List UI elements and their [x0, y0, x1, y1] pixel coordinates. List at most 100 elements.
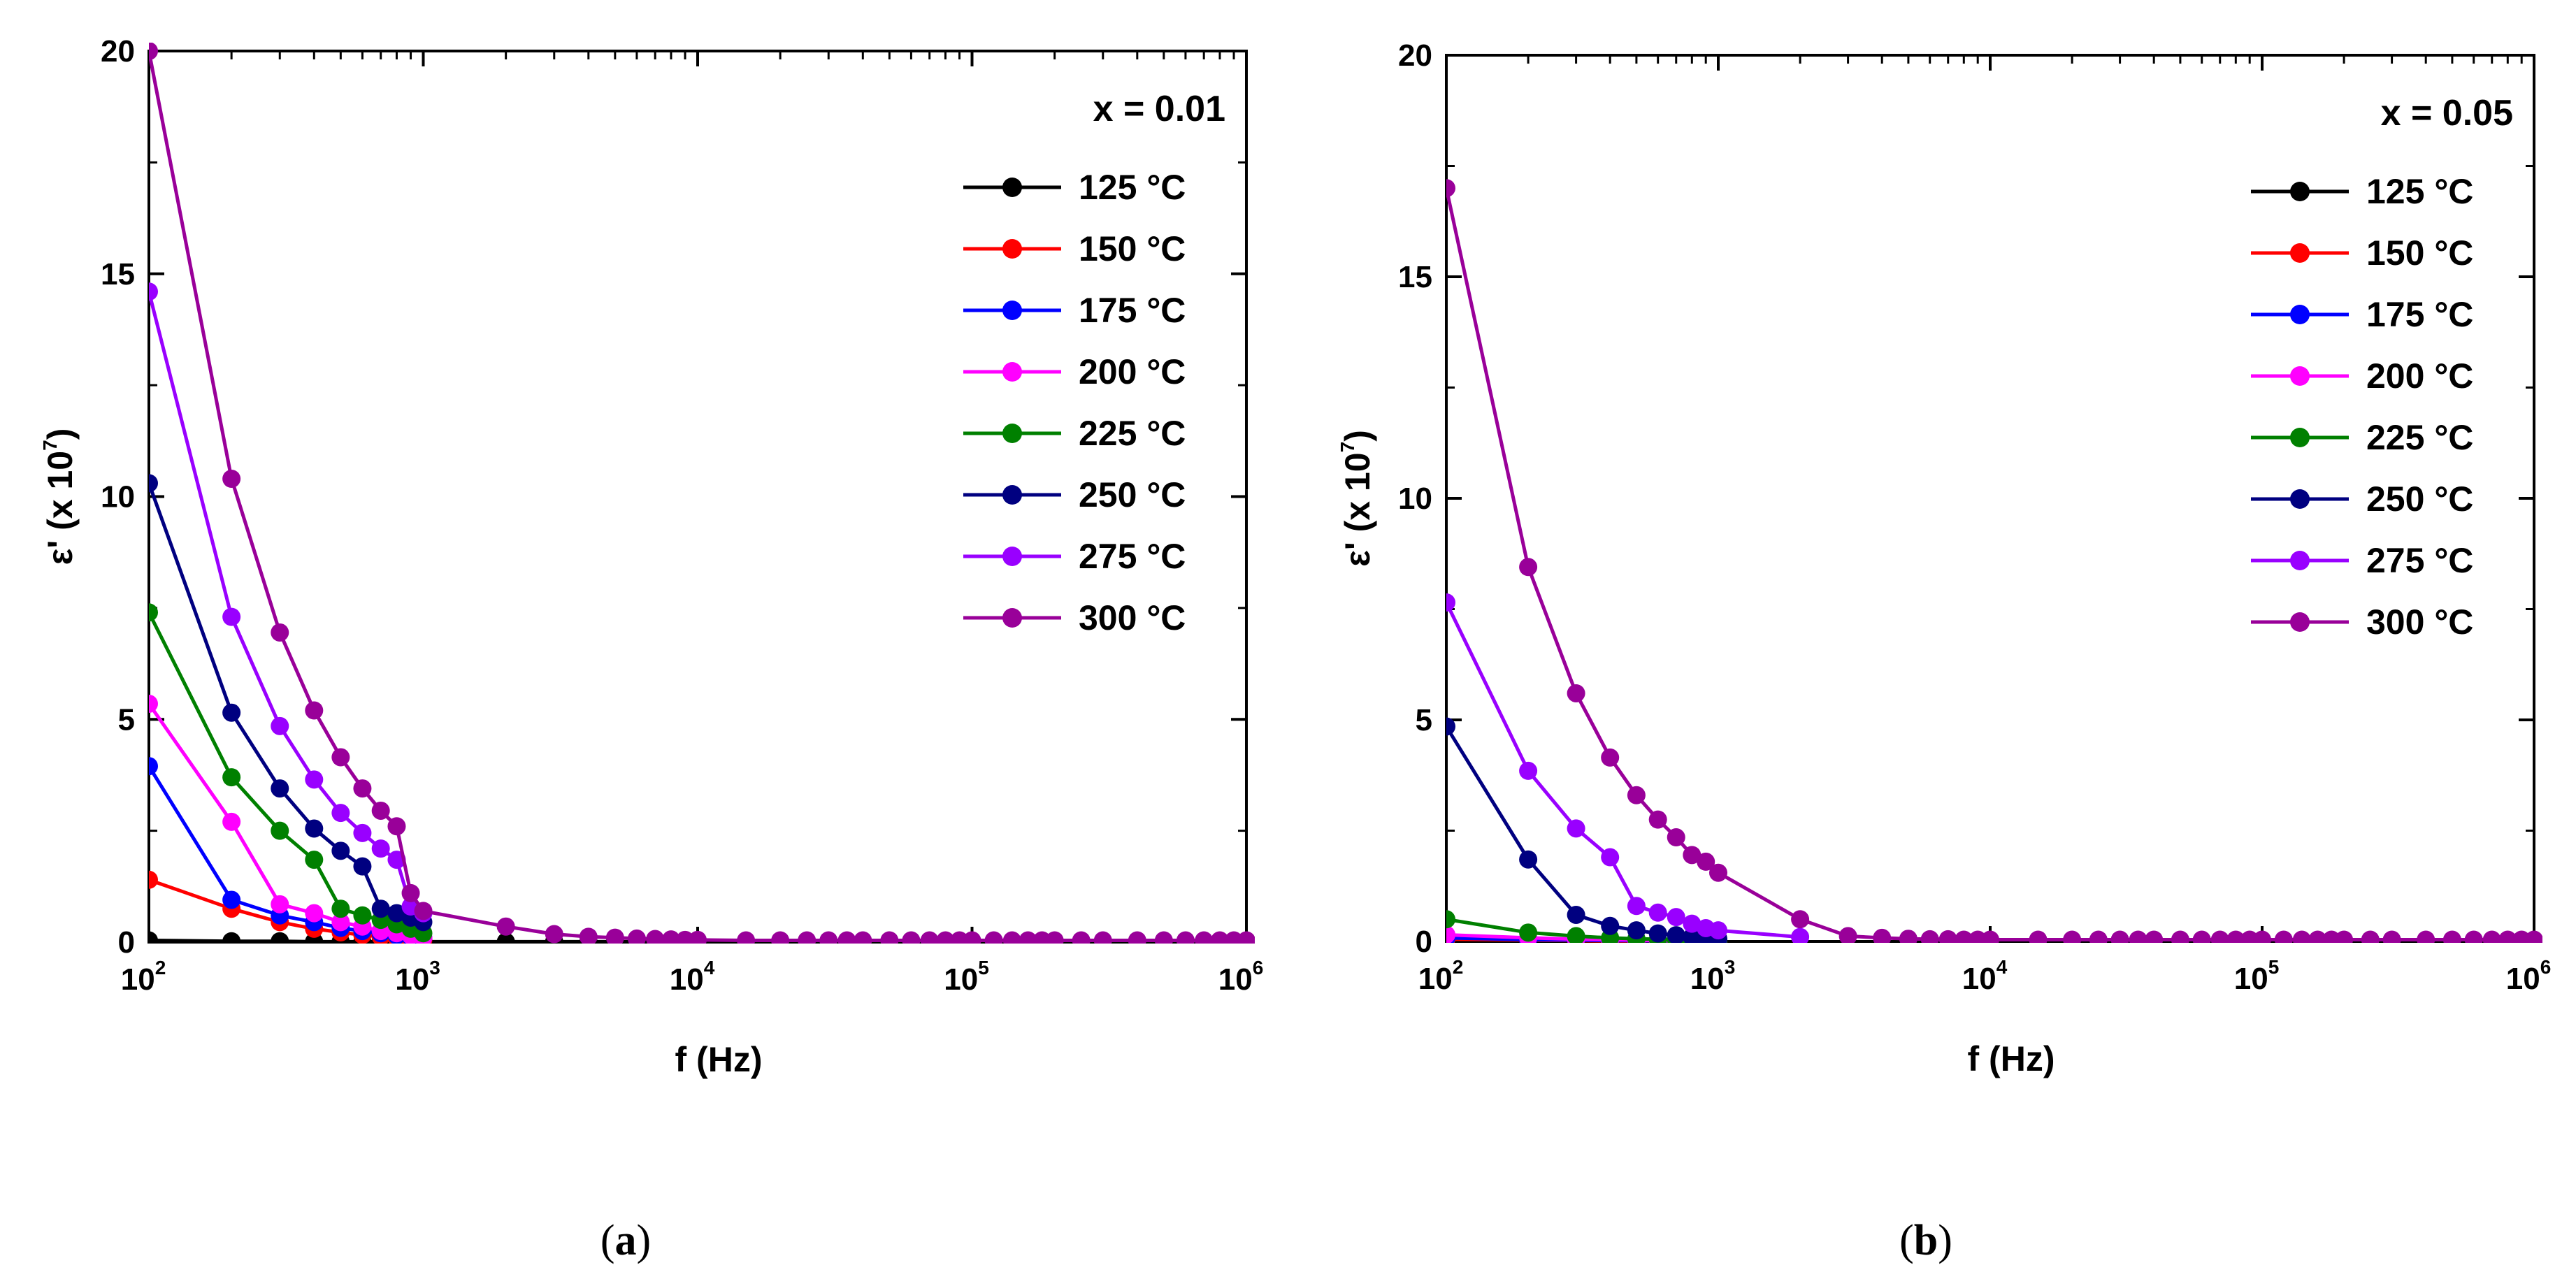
data-point	[414, 902, 433, 920]
data-point	[1839, 927, 1857, 943]
legend-swatch-marker	[2290, 489, 2310, 509]
x-tick-exponent: 4	[704, 957, 715, 978]
legend-label: 125 °C	[1079, 168, 1186, 207]
data-point	[1601, 748, 1620, 767]
data-point	[2226, 930, 2245, 943]
data-point	[1709, 921, 1727, 940]
legend-item: 175 °C	[963, 291, 1186, 330]
data-point	[1667, 926, 1685, 943]
series-line	[1446, 601, 1801, 939]
data-point	[2129, 930, 2147, 943]
x-tick-label: 104	[670, 957, 715, 997]
legend-swatch-marker	[2290, 551, 2310, 570]
x-tick-exponent: 3	[429, 957, 440, 978]
y-tick-label: 15	[101, 257, 135, 291]
data-point	[149, 282, 158, 301]
data-point	[222, 768, 241, 787]
legend-label: 225 °C	[2366, 418, 2473, 457]
x-tick-base: 10	[1418, 962, 1453, 996]
data-point	[2442, 930, 2461, 943]
y-tick-label: 10	[101, 480, 135, 514]
data-point	[1567, 927, 1585, 943]
data-point	[1446, 910, 1455, 929]
legend-item: 200 °C	[963, 352, 1186, 391]
y-tick-label: 10	[1398, 482, 1432, 516]
data-point	[1072, 931, 1091, 944]
y-tick-label: 15	[1398, 260, 1432, 294]
data-point	[222, 890, 241, 909]
data-point	[1237, 931, 1255, 944]
legend-label: 275 °C	[2366, 541, 2473, 580]
legend-label: 200 °C	[2366, 356, 2473, 396]
x-tick-label: 103	[1690, 956, 1736, 996]
legend-item: 150 °C	[2251, 233, 2473, 273]
y-tick-label: 20	[1398, 38, 1432, 73]
data-point	[149, 694, 158, 713]
legend-swatch-marker	[1002, 547, 1022, 566]
data-point	[837, 931, 856, 944]
data-point	[1648, 810, 1667, 829]
x-tick-exponent: 4	[1996, 956, 2008, 978]
data-point	[1045, 931, 1064, 944]
data-point	[1519, 923, 1538, 942]
legend-item: 125 °C	[963, 168, 1186, 207]
data-point	[1446, 717, 1455, 736]
legend-swatch-marker	[1002, 362, 1022, 382]
data-point	[2145, 930, 2164, 943]
x-tick-exponent: 2	[155, 957, 166, 978]
data-point	[149, 757, 158, 776]
data-point	[661, 930, 680, 944]
data-point	[1176, 931, 1195, 944]
y-axis-title: ε' (x 107)	[1337, 430, 1377, 567]
y-axis-title-text: ε' (x 10	[41, 451, 80, 565]
x-tick-base: 10	[395, 962, 429, 997]
data-point	[353, 823, 372, 842]
legend-swatch-marker	[1002, 239, 1022, 259]
data-point	[371, 900, 390, 918]
caption-open: (	[600, 1217, 615, 1264]
data-point	[271, 779, 289, 798]
legend-item: 275 °C	[2251, 541, 2473, 580]
data-point	[149, 603, 158, 622]
caption-close: )	[1938, 1217, 1952, 1264]
data-point	[1648, 924, 1667, 943]
data-point	[2382, 930, 2401, 943]
data-point	[936, 931, 955, 944]
data-point	[331, 900, 350, 918]
data-point	[1791, 910, 1810, 929]
legend-label: 125 °C	[2366, 172, 2473, 211]
data-point	[1567, 684, 1585, 702]
x-tick-label: 106	[2506, 956, 2552, 996]
legend-item: 175 °C	[2251, 295, 2473, 334]
data-point	[1154, 931, 1173, 944]
data-point	[1519, 850, 1538, 869]
x-tick-base: 10	[121, 962, 155, 997]
data-point	[305, 851, 324, 869]
x-tick-base: 10	[944, 962, 978, 997]
legend-label: 300 °C	[1079, 598, 1186, 637]
x-tick-base: 10	[1962, 962, 1996, 996]
data-point	[963, 931, 981, 944]
data-point	[371, 839, 390, 858]
y-tick-label: 5	[1416, 703, 1432, 737]
data-point	[1601, 916, 1620, 935]
data-point	[2089, 930, 2108, 943]
x-tick-base: 10	[2506, 962, 2540, 996]
legend-item: 225 °C	[963, 414, 1186, 453]
data-point	[2292, 930, 2311, 943]
legend: 125 °C 150 °C 175 °C 200 °C 225 °C 250 °C 275 …	[2251, 172, 2473, 642]
legend-swatch-marker	[2290, 305, 2310, 324]
data-point	[1683, 846, 1701, 865]
data-point	[771, 931, 790, 944]
data-point	[1567, 905, 1585, 924]
x-tick-label: 104	[1962, 956, 2008, 996]
data-point	[1446, 925, 1455, 943]
legend-label: 200 °C	[1079, 352, 1186, 391]
data-point	[1128, 931, 1146, 944]
data-point	[1627, 897, 1646, 916]
series-225C	[149, 603, 433, 943]
y-axis-title-exponent: 7	[1337, 442, 1358, 453]
x-tick-base: 10	[1218, 962, 1253, 997]
